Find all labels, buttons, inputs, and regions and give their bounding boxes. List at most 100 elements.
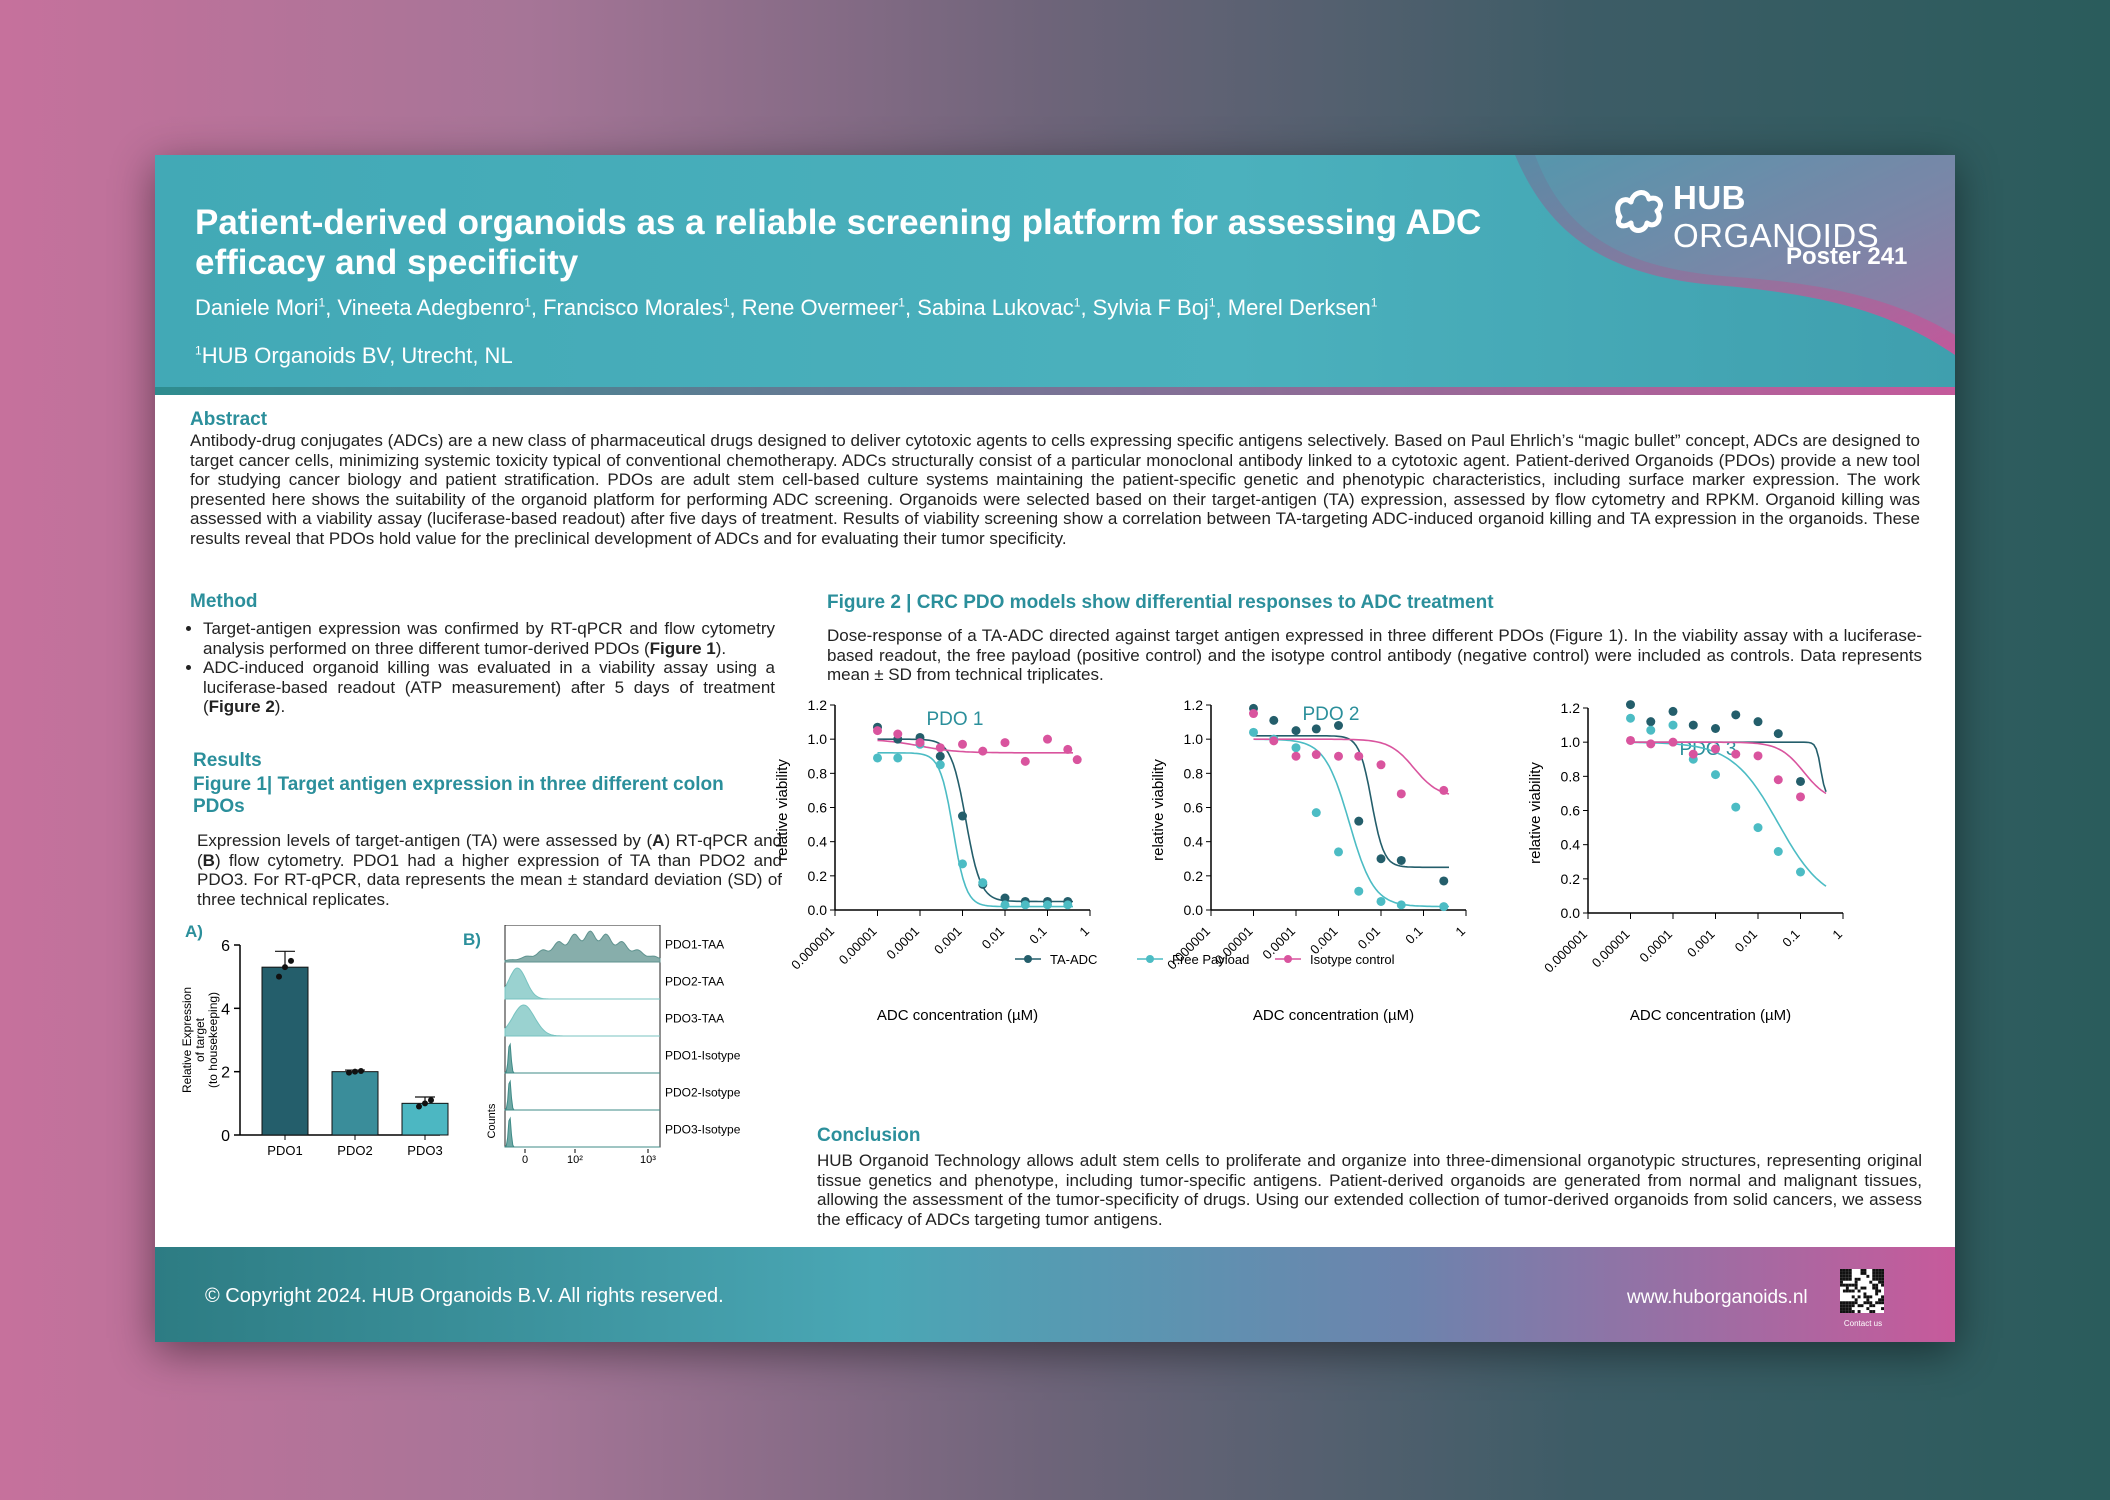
fit-curve-free-payload [877, 752, 1073, 908]
qr-module [1848, 1304, 1852, 1308]
track-label: PDO1-Isotype [665, 1049, 741, 1063]
data-point-free-payload [1753, 823, 1763, 833]
data-point-ta-adc [1731, 710, 1741, 720]
qr-module [1840, 1280, 1843, 1284]
qr-module [1854, 1280, 1858, 1284]
x-axis-label: ADC concentration (µM) [1630, 1007, 1791, 1024]
qr-module [1851, 1283, 1855, 1287]
fit-curve-ta-adc [877, 738, 1073, 903]
affiliation-superscript: 1 [195, 343, 202, 358]
x-tick-label: 0 [522, 1154, 528, 1165]
x-tick-label: 0.000001 [1541, 927, 1590, 976]
qr-module [1872, 1286, 1876, 1290]
data-point-isotype-control [1796, 792, 1805, 802]
legend-label: Free Payload [1172, 952, 1249, 967]
author-name: Sabina Lukovac [917, 295, 1074, 320]
qr-module [1848, 1274, 1852, 1278]
data-point-ta-adc [1753, 717, 1763, 727]
author-superscript: 1 [524, 295, 531, 310]
y-axis-label: relative viability [1527, 762, 1544, 864]
poster-number: Poster 241 [1786, 243, 1908, 270]
qr-module [1875, 1292, 1879, 1296]
qr-module [1857, 1310, 1861, 1313]
x-tick-label: 0.0001 [1636, 927, 1675, 966]
method-bullets: Target-antigen expression was confirmed … [185, 619, 775, 717]
data-point-free-payload [1043, 900, 1052, 910]
website-link[interactable]: www.huborganoids.nl [1627, 1287, 1808, 1308]
qr-module [1845, 1277, 1849, 1281]
data-point-isotype-control [935, 743, 945, 753]
figure2-dose-response-charts: PDO 10.00.20.40.60.81.01.20.0000010.0000… [775, 697, 1845, 1024]
data-point-free-payload [1711, 770, 1720, 780]
data-point-ta-adc [1773, 729, 1783, 739]
replicate-point [352, 1068, 358, 1075]
qr-module [1881, 1277, 1884, 1281]
legend-swatch-dot [1146, 955, 1154, 963]
qr-module [1842, 1277, 1846, 1281]
data-point-free-payload [978, 878, 988, 888]
y-tick-label: 0.4 [1184, 834, 1204, 850]
x-tick-label: PDO2 [337, 1143, 372, 1155]
figure1-title: Figure 1| Target antigen expression in t… [193, 774, 724, 817]
qr-module [1881, 1274, 1884, 1278]
data-point-free-payload [1063, 900, 1073, 910]
histogram-pdo3-isotype [504, 1116, 660, 1148]
qr-module [1845, 1274, 1849, 1278]
qr-module [1854, 1286, 1858, 1290]
qr-module [1869, 1301, 1873, 1305]
data-point-free-payload [893, 753, 903, 763]
author-name: Merel Derksen [1227, 295, 1371, 320]
qr-module [1878, 1280, 1882, 1284]
legend-label: Isotype control [1310, 952, 1395, 967]
author-name: Daniele Mori [195, 295, 319, 320]
figure2-caption: Dose-response of a TA-ADC directed again… [827, 626, 1922, 684]
affiliation-text: HUB Organoids BV, Utrecht, NL [201, 343, 513, 368]
qr-module [1845, 1271, 1849, 1275]
qr-module [1860, 1271, 1864, 1275]
data-point-ta-adc [1796, 776, 1805, 786]
data-point-isotype-control [1334, 751, 1343, 761]
author-name: Sylvia F Boj [1092, 295, 1209, 320]
author-name: Francisco Morales [543, 295, 723, 320]
qr-module [1878, 1269, 1882, 1272]
qr-module [1881, 1271, 1884, 1275]
data-point-isotype-control [893, 729, 903, 739]
qr-module [1848, 1307, 1852, 1311]
data-point-isotype-control [1063, 744, 1073, 754]
x-tick-label: 0.000001 [788, 924, 837, 973]
qr-module [1878, 1271, 1882, 1275]
affiliation: 1HUB Organoids BV, Utrecht, NL [195, 343, 513, 369]
data-point-ta-adc [1646, 717, 1656, 727]
x-tick-label: 0.00001 [1589, 927, 1633, 971]
fit-curve-ta-adc [1253, 735, 1449, 869]
qr-module [1872, 1277, 1876, 1281]
data-point-isotype-control [978, 746, 988, 756]
data-point-isotype-control [1773, 775, 1783, 785]
qr-module [1875, 1274, 1879, 1278]
legend-label: TA-ADC [1050, 952, 1097, 967]
y-tick-label: 6 [221, 938, 230, 955]
bar-pdo1 [261, 966, 309, 1136]
y-axis-label-line: of target [193, 1017, 207, 1062]
x-tick-label: PDO1 [267, 1143, 302, 1155]
qr-module [1840, 1274, 1843, 1278]
x-tick-label: 0.0001 [883, 924, 922, 963]
data-point-ta-adc [1269, 715, 1279, 725]
qr-code-icon[interactable] [1840, 1269, 1884, 1313]
data-point-ta-adc [1668, 706, 1678, 716]
x-tick-label: 0.1 [1026, 924, 1049, 947]
data-point-isotype-control [1249, 709, 1258, 719]
author-list: Daniele Mori1, Vineeta Adegbenro1, Franc… [195, 295, 1378, 320]
y-tick-label: 0.8 [1561, 768, 1581, 784]
replicate-point [346, 1069, 352, 1076]
fit-curve-isotype-control [1630, 741, 1827, 795]
y-tick-label: 2 [221, 1065, 230, 1082]
qr-module [1848, 1283, 1852, 1287]
qr-module [1848, 1269, 1852, 1272]
qr-module [1872, 1283, 1876, 1287]
qr-module [1848, 1301, 1852, 1305]
data-point-free-payload [1334, 847, 1343, 857]
qr-module [1845, 1283, 1849, 1287]
y-tick-label: 1.0 [1184, 731, 1204, 747]
qr-module [1842, 1304, 1846, 1308]
